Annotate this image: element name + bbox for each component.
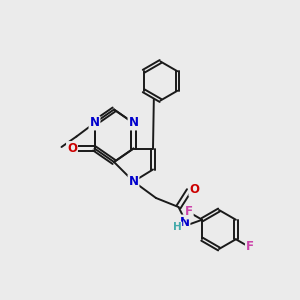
- Text: F: F: [185, 206, 193, 218]
- Text: F: F: [246, 240, 254, 253]
- Text: N: N: [179, 215, 190, 229]
- Text: O: O: [67, 142, 77, 155]
- Text: O: O: [189, 183, 200, 196]
- Text: N: N: [128, 175, 139, 188]
- Text: H: H: [172, 222, 182, 233]
- Text: N: N: [89, 116, 100, 130]
- Text: N: N: [128, 116, 139, 130]
